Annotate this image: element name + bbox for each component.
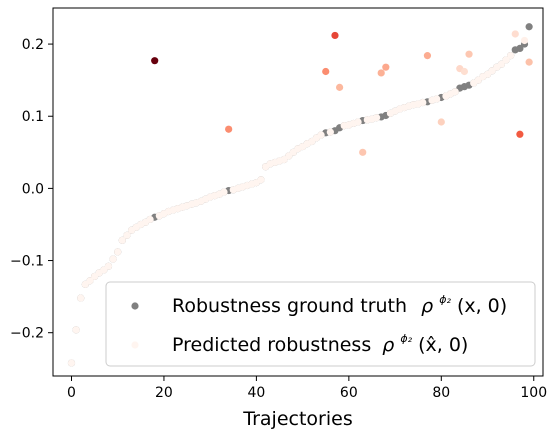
legend-label-predicted: Predicted robustness ρ ϕ₂ (x̂, 0) (172, 325, 468, 356)
predicted-point (123, 231, 131, 239)
ground-truth-point (525, 23, 533, 31)
legend: Robustness ground truth ρ ϕ₂ (x, 0) Pred… (105, 281, 536, 367)
predicted-point (433, 95, 441, 103)
predicted-point (377, 69, 385, 77)
y-axis: −0.2 −0.1 0.0 0.1 0.2 (10, 37, 53, 342)
y-tick-label: −0.2 (10, 326, 44, 342)
predicted-point (511, 30, 519, 38)
predicted-point (86, 277, 94, 285)
y-tick-label: 0.2 (22, 37, 44, 53)
predicted-points (67, 30, 533, 367)
predicted-point (451, 88, 459, 96)
predicted-point (460, 67, 469, 76)
predicted-point (104, 262, 113, 270)
predicted-point (372, 114, 381, 122)
legend-predicted-args: (x̂, 0) (418, 334, 468, 356)
legend-ground-truth-args: (x, 0) (457, 295, 507, 317)
predicted-point (151, 57, 159, 65)
predicted-point (336, 83, 344, 91)
predicted-point (322, 67, 330, 76)
x-tick-label: 100 (520, 385, 547, 401)
x-axis: 0 20 40 60 80 100 (67, 376, 547, 401)
predicted-point (225, 125, 233, 133)
predicted-point (326, 128, 334, 136)
predicted-point (507, 52, 515, 60)
predicted-point (257, 176, 265, 184)
predicted-point (419, 98, 427, 107)
predicted-point (114, 248, 122, 256)
predicted-point (520, 36, 529, 45)
predicted-point (72, 326, 80, 334)
legend-ground-truth-rho: ρ (421, 295, 433, 317)
x-tick-label: 20 (155, 385, 173, 401)
predicted-point (382, 63, 390, 71)
predicted-point (354, 118, 362, 126)
x-tick-label: 0 (67, 385, 76, 401)
predicted-point (525, 58, 533, 66)
x-tick-label: 40 (247, 385, 265, 401)
predicted-point (502, 56, 510, 64)
legend-ground-truth-main: Robustness ground truth (172, 295, 407, 317)
predicted-point (465, 50, 473, 58)
legend-label-ground-truth: Robustness ground truth ρ ϕ₂ (x, 0) (172, 286, 507, 317)
y-tick-label: 0.0 (22, 181, 44, 197)
ground-truth-point (516, 44, 524, 53)
predicted-point (331, 31, 339, 40)
legend-marker-ground-truth (131, 302, 139, 310)
y-tick-label: −0.1 (10, 254, 44, 270)
x-tick-label: 80 (432, 385, 450, 401)
predicted-point (437, 118, 445, 126)
legend-predicted-main: Predicted robustness (172, 334, 371, 356)
predicted-point (497, 60, 505, 68)
predicted-point (77, 294, 85, 302)
predicted-point (317, 131, 325, 139)
legend-predicted-rho: ρ (382, 334, 394, 356)
predicted-point (423, 52, 432, 60)
plot-frame (52, 7, 544, 377)
legend-ground-truth-sup: ϕ₂ (439, 293, 451, 306)
x-axis-label: Trajectories (242, 408, 352, 430)
predicted-point (67, 359, 76, 367)
legend-marker-predicted (131, 341, 139, 349)
predicted-point (109, 255, 117, 263)
predicted-point (220, 188, 228, 196)
legend-predicted-sup: ϕ₂ (400, 332, 412, 345)
predicted-point (359, 148, 367, 156)
x-tick-label: 60 (340, 385, 358, 401)
y-tick-label: 0.1 (22, 109, 44, 125)
predicted-point (146, 215, 154, 224)
predicted-point (516, 130, 524, 138)
legend-box (105, 281, 536, 367)
predicted-point (118, 236, 126, 244)
